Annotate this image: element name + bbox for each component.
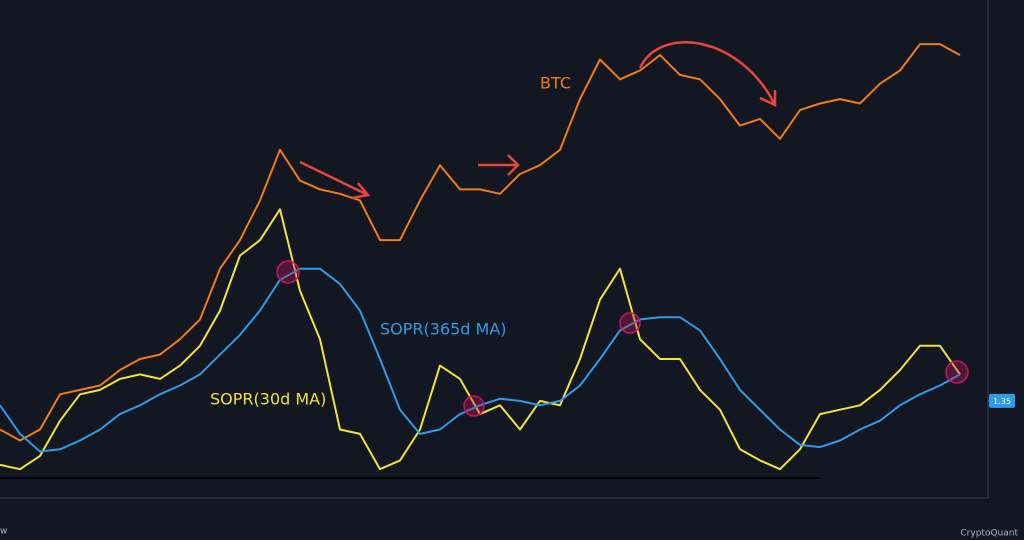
series-line [0,43,961,442]
corner-text: w [0,527,7,537]
series-label: SOPR(365d MA) [380,320,507,339]
arrow [638,41,777,107]
series-label: BTC [540,74,571,93]
series-line [0,267,961,453]
highlight-circle [619,312,641,334]
highlight-circle [463,395,485,417]
watermark: CryptoQuant [960,529,1018,539]
highlight-circle [276,260,300,284]
y-tick-badge [989,393,1015,408]
series-label: SOPR(30d MA) [210,390,326,409]
arrows [299,41,777,200]
highlights [276,260,969,417]
arrow [478,154,520,176]
highlight-circle [945,360,969,384]
arrow [299,160,371,200]
y-tick-label: 1.35 [993,397,1011,406]
